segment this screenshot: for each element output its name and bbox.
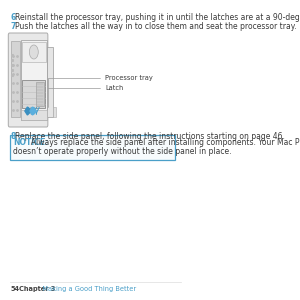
Text: Push the latches all the way in to close them and seat the processor tray.: Push the latches all the way in to close… bbox=[15, 22, 296, 31]
Text: NOTICE:: NOTICE: bbox=[13, 138, 48, 147]
Bar bbox=[22, 80, 45, 108]
Bar bbox=[53, 107, 56, 117]
Text: doesn’t operate properly without the side panel in place.: doesn’t operate properly without the sid… bbox=[13, 147, 231, 156]
Bar bbox=[46, 47, 53, 117]
Text: Chapter 3: Chapter 3 bbox=[19, 286, 56, 292]
Polygon shape bbox=[25, 107, 31, 115]
Text: Making a Good Thing Better: Making a Good Thing Better bbox=[36, 286, 136, 292]
Text: 7: 7 bbox=[10, 22, 16, 31]
Text: Replace the side panel, following the instructions starting on page 46.: Replace the side panel, following the in… bbox=[15, 132, 285, 141]
Bar bbox=[22, 42, 46, 62]
Bar bbox=[21, 40, 46, 120]
Polygon shape bbox=[30, 107, 36, 115]
Text: Reinstall the processor tray, pushing it in until the latches are at a 90-degree: Reinstall the processor tray, pushing it… bbox=[15, 13, 300, 22]
Text: 8: 8 bbox=[10, 132, 16, 141]
Text: Always replace the side panel after installing components. Your Mac Pro: Always replace the side panel after inst… bbox=[26, 138, 300, 147]
Text: 54: 54 bbox=[10, 286, 19, 292]
Bar bbox=[36, 82, 44, 106]
Bar bbox=[21, 110, 46, 120]
FancyBboxPatch shape bbox=[8, 33, 48, 127]
Circle shape bbox=[29, 45, 38, 59]
Bar bbox=[10, 135, 175, 160]
Text: Latch: Latch bbox=[49, 85, 124, 107]
Text: Processor tray: Processor tray bbox=[49, 75, 153, 88]
Text: 6: 6 bbox=[10, 13, 16, 22]
Bar bbox=[11, 41, 20, 117]
